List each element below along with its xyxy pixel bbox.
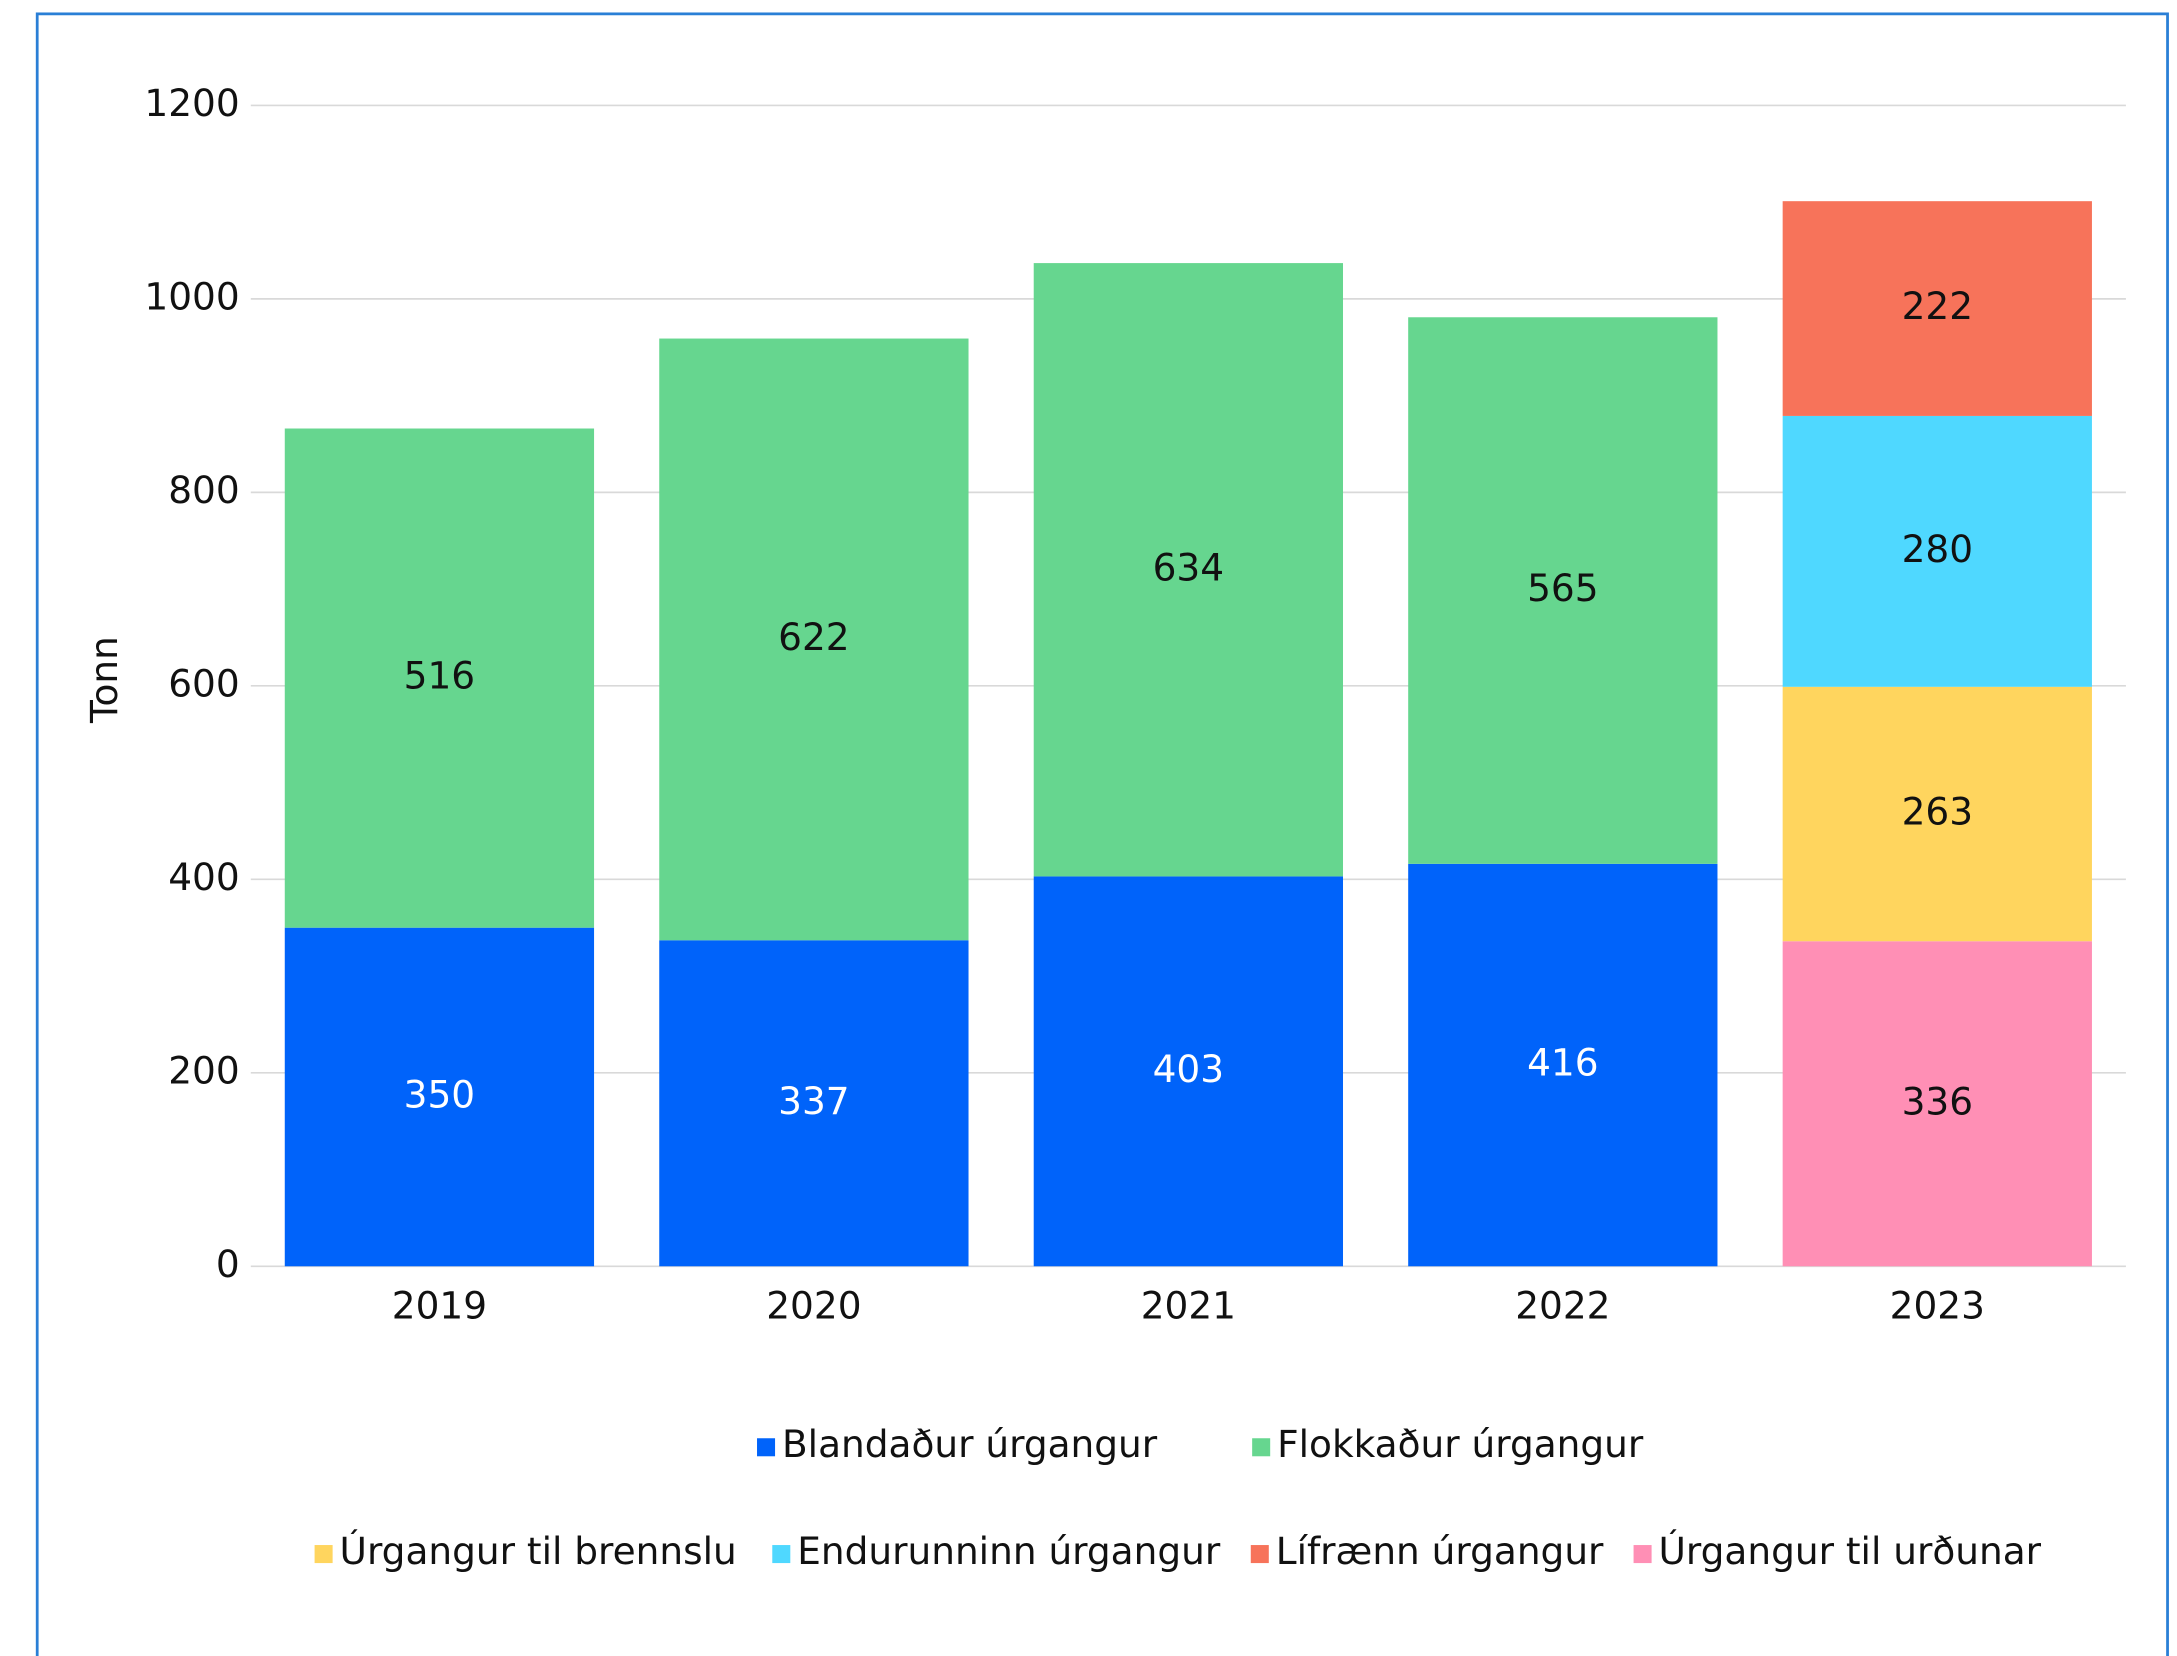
- y-tick-label: 1000: [144, 274, 239, 318]
- frame: [35, 12, 2169, 1656]
- legend-swatch: [1250, 1545, 1269, 1564]
- data-label: 337: [778, 1079, 849, 1123]
- x-tick-label: 2022: [1515, 1283, 1610, 1327]
- bar-segment: [284, 927, 595, 1267]
- bar-segment: [659, 940, 969, 1267]
- bar-segment: [659, 338, 969, 941]
- data-label: 516: [404, 654, 475, 698]
- data-label: 263: [1902, 790, 1973, 834]
- x-tick-label: 2023: [1890, 1283, 1985, 1327]
- data-label: 416: [1527, 1041, 1598, 1085]
- data-label: 222: [1902, 284, 1973, 328]
- y-tick-label: 0: [216, 1242, 240, 1286]
- legend-swatch: [1633, 1545, 1652, 1564]
- x-tick-label: 2019: [392, 1283, 487, 1327]
- legend-swatch: [314, 1545, 333, 1564]
- y-tick-label: 600: [168, 661, 239, 705]
- data-label: 622: [778, 615, 849, 659]
- x-tick-label: 2021: [1141, 1283, 1236, 1327]
- y-tick-label: 400: [168, 855, 239, 899]
- data-label: 634: [1153, 545, 1224, 589]
- legend-label: Úrgangur til brennslu: [340, 1529, 737, 1573]
- data-label: 565: [1527, 566, 1598, 610]
- data-label: 280: [1902, 527, 1973, 571]
- bar-segment: [1782, 941, 2092, 1267]
- legend-swatch: [757, 1438, 776, 1457]
- data-label: 350: [404, 1072, 475, 1116]
- bar-segment: [1782, 415, 2092, 687]
- y-tick-label: 1200: [144, 81, 239, 125]
- data-label: 336: [1902, 1079, 1973, 1123]
- x-tick-label: 2020: [766, 1283, 861, 1327]
- legend-label: Endurunninn úrgangur: [797, 1529, 1221, 1573]
- bar-segment: [1408, 317, 1718, 864]
- bar-segment: [1408, 863, 1718, 1267]
- legend-label: Úrgangur til urðunar: [1659, 1529, 2042, 1573]
- y-axis-label: Tonn: [82, 636, 126, 724]
- bar-segment: [1782, 686, 2092, 942]
- bar-segment: [284, 428, 595, 928]
- legend-label: Blandaður úrgangur: [782, 1422, 1158, 1466]
- legend-swatch: [772, 1545, 791, 1564]
- y-tick-label: 800: [168, 468, 239, 512]
- legend-label: Flokkaður úrgangur: [1277, 1422, 1644, 1466]
- data-label: 403: [1153, 1047, 1224, 1091]
- bar-segment: [1033, 263, 1344, 877]
- bar-segment: [1782, 201, 2092, 416]
- legend-label: Lífrænn úrgangur: [1276, 1529, 1604, 1573]
- legend-swatch: [1252, 1438, 1271, 1457]
- y-tick-label: 200: [168, 1048, 239, 1092]
- bar-segment: [1033, 876, 1344, 1267]
